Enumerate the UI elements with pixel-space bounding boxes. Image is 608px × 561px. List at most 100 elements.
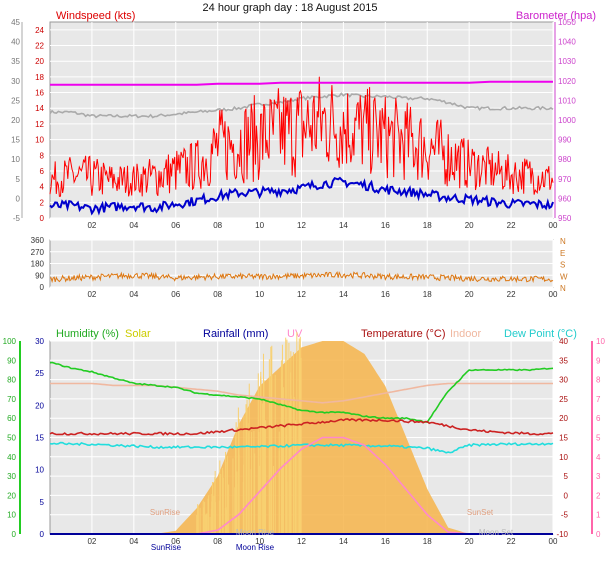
annotation-label: Moon Rise <box>236 528 275 537</box>
solar-y-tick-label: 15 <box>35 434 44 443</box>
climate-x-tick-label: 14 <box>339 537 348 546</box>
annotation-label: SunRise <box>150 508 181 517</box>
humidity-y-tick-label: 40 <box>7 453 16 462</box>
temperature-y-tick-label: -10 <box>556 530 568 539</box>
indoor-legend: Indoor <box>450 328 482 340</box>
temperature-y-tick-label: 20 <box>559 414 568 423</box>
wind-x-tick-label: 08 <box>213 221 222 230</box>
climate-x-tick-label: 02 <box>87 537 96 546</box>
temp-line <box>49 418 554 436</box>
solar-y-tick-label: 30 <box>35 337 44 346</box>
climate-x-tick-label: 18 <box>423 537 432 546</box>
climate-x-tick-label: 08 <box>213 537 222 546</box>
compass-label: N <box>560 284 566 293</box>
winddir-x-tick-label: 22 <box>507 290 516 299</box>
winddir-x-tick-label: 12 <box>297 290 306 299</box>
temperature-y-tick-label: 15 <box>559 434 568 443</box>
wind-x-tick-label: 04 <box>129 221 138 230</box>
solar-y-tick-label: 20 <box>35 401 44 410</box>
uv-y-tick-label: 0 <box>596 530 601 539</box>
humidity-legend: Humidity (%) <box>56 328 119 340</box>
winddir-x-tick-label: 16 <box>381 290 390 299</box>
solar-y-tick-label: 10 <box>35 466 44 475</box>
winddir-x-tick-label: 10 <box>255 290 264 299</box>
baro-y-tick-label: 990 <box>558 136 572 145</box>
wind-y-tick-label: 10 <box>35 136 44 145</box>
baro-y-tick-label: 980 <box>558 155 572 164</box>
temperature-legend: Temperature (°C) <box>361 328 445 340</box>
winddir-y-tick-label: 270 <box>31 248 45 257</box>
wind-y-tick-label: 12 <box>35 120 44 129</box>
compass-label: W <box>560 272 568 281</box>
temperature-y-tick-label: 5 <box>564 472 569 481</box>
humidity-y-tick-label: 50 <box>7 434 16 443</box>
climate-x-tick-label: 12 <box>297 537 306 546</box>
solar-y-tick-label: 5 <box>40 498 45 507</box>
winddir-x-tick-label: 20 <box>465 290 474 299</box>
annotation-label: Moon Set <box>479 528 514 537</box>
baro-y-tick-label: 1030 <box>558 57 576 66</box>
wind-y-tick-label: 8 <box>40 151 45 160</box>
winddir-x-tick-label: 02 <box>87 290 96 299</box>
winddir-x-tick-label: 06 <box>171 290 180 299</box>
chart-title: 24 hour graph day : 18 August 2015 <box>203 2 378 14</box>
wind-outer-y-tick-label: 20 <box>11 116 20 125</box>
climate-x-tick-label: 04 <box>129 537 138 546</box>
baro-y-tick-label: 960 <box>558 194 572 203</box>
wind-y-tick-label: 18 <box>35 73 44 82</box>
annotation-label: SunRise <box>151 543 182 552</box>
wind-y-tick-label: 2 <box>40 198 45 207</box>
winddir-x-tick-label: 04 <box>129 290 138 299</box>
wind-x-tick-label: 16 <box>381 221 390 230</box>
windspeed-axis-label: Windspeed (kts) <box>56 10 135 22</box>
climate-x-tick-label: 20 <box>465 537 474 546</box>
winddir-series <box>49 271 554 284</box>
solar-y-tick-label: 25 <box>35 369 44 378</box>
winddir-y-tick-label: 360 <box>31 236 45 245</box>
average-wind-line <box>49 176 554 216</box>
humidity-line <box>49 361 554 424</box>
wind-x-tick-label: 14 <box>339 221 348 230</box>
baro-y-tick-label: 950 <box>558 214 572 223</box>
climate-x-tick-label: 22 <box>507 537 516 546</box>
wind-outer-y-tick-label: 40 <box>11 38 20 47</box>
winddir-x-tick-label: 14 <box>339 290 348 299</box>
baro-y-tick-label: 1050 <box>558 18 576 27</box>
temperature-y-tick-label: 35 <box>559 356 568 365</box>
uv-y-tick-label: 4 <box>596 453 601 462</box>
wind-outer-y-tick-label: 30 <box>11 77 20 86</box>
baro-y-tick-label: 1000 <box>558 116 576 125</box>
dewpoint-legend: Dew Point (°C) <box>504 328 577 340</box>
climate-x-tick-label: 06 <box>171 537 180 546</box>
uv-y-tick-label: 9 <box>596 356 601 365</box>
compass-label: N <box>560 237 566 246</box>
winddir-x-tick-label: 00 <box>549 290 558 299</box>
humidity-y-tick-label: 0 <box>12 530 17 539</box>
temperature-y-tick-label: 10 <box>559 453 568 462</box>
baro-y-tick-label: 1040 <box>558 38 576 47</box>
wind-y-tick-label: 0 <box>40 214 45 223</box>
wind-x-tick-label: 00 <box>549 221 558 230</box>
windspeed-line <box>49 76 554 197</box>
compass-label: E <box>560 249 565 258</box>
wind-y-tick-label: 20 <box>35 57 44 66</box>
temperature-y-tick-label: -5 <box>561 511 569 520</box>
uv-legend: UV <box>287 328 303 340</box>
humidity-y-tick-label: 90 <box>7 356 16 365</box>
dew-line <box>49 441 554 454</box>
solar-legend: Solar <box>125 328 151 340</box>
uv-y-tick-label: 3 <box>596 472 601 481</box>
wind-x-tick-label: 10 <box>255 221 264 230</box>
winddir-x-tick-label: 08 <box>213 290 222 299</box>
indoor-line <box>50 382 553 404</box>
annotation-label: Moon Rise <box>236 543 275 552</box>
wind-x-tick-label: 22 <box>507 221 516 230</box>
winddir-grid <box>50 239 554 288</box>
winddir-y-tick-label: 180 <box>31 260 45 269</box>
baro-y-tick-label: 970 <box>558 175 572 184</box>
wind-y-tick-label: 22 <box>35 42 44 51</box>
climate-x-tick-label: 10 <box>255 537 264 546</box>
wind-outer-y-tick-label: -5 <box>13 214 21 223</box>
winddir-y-tick-label: 90 <box>35 271 44 280</box>
humidity-y-tick-label: 30 <box>7 472 16 481</box>
